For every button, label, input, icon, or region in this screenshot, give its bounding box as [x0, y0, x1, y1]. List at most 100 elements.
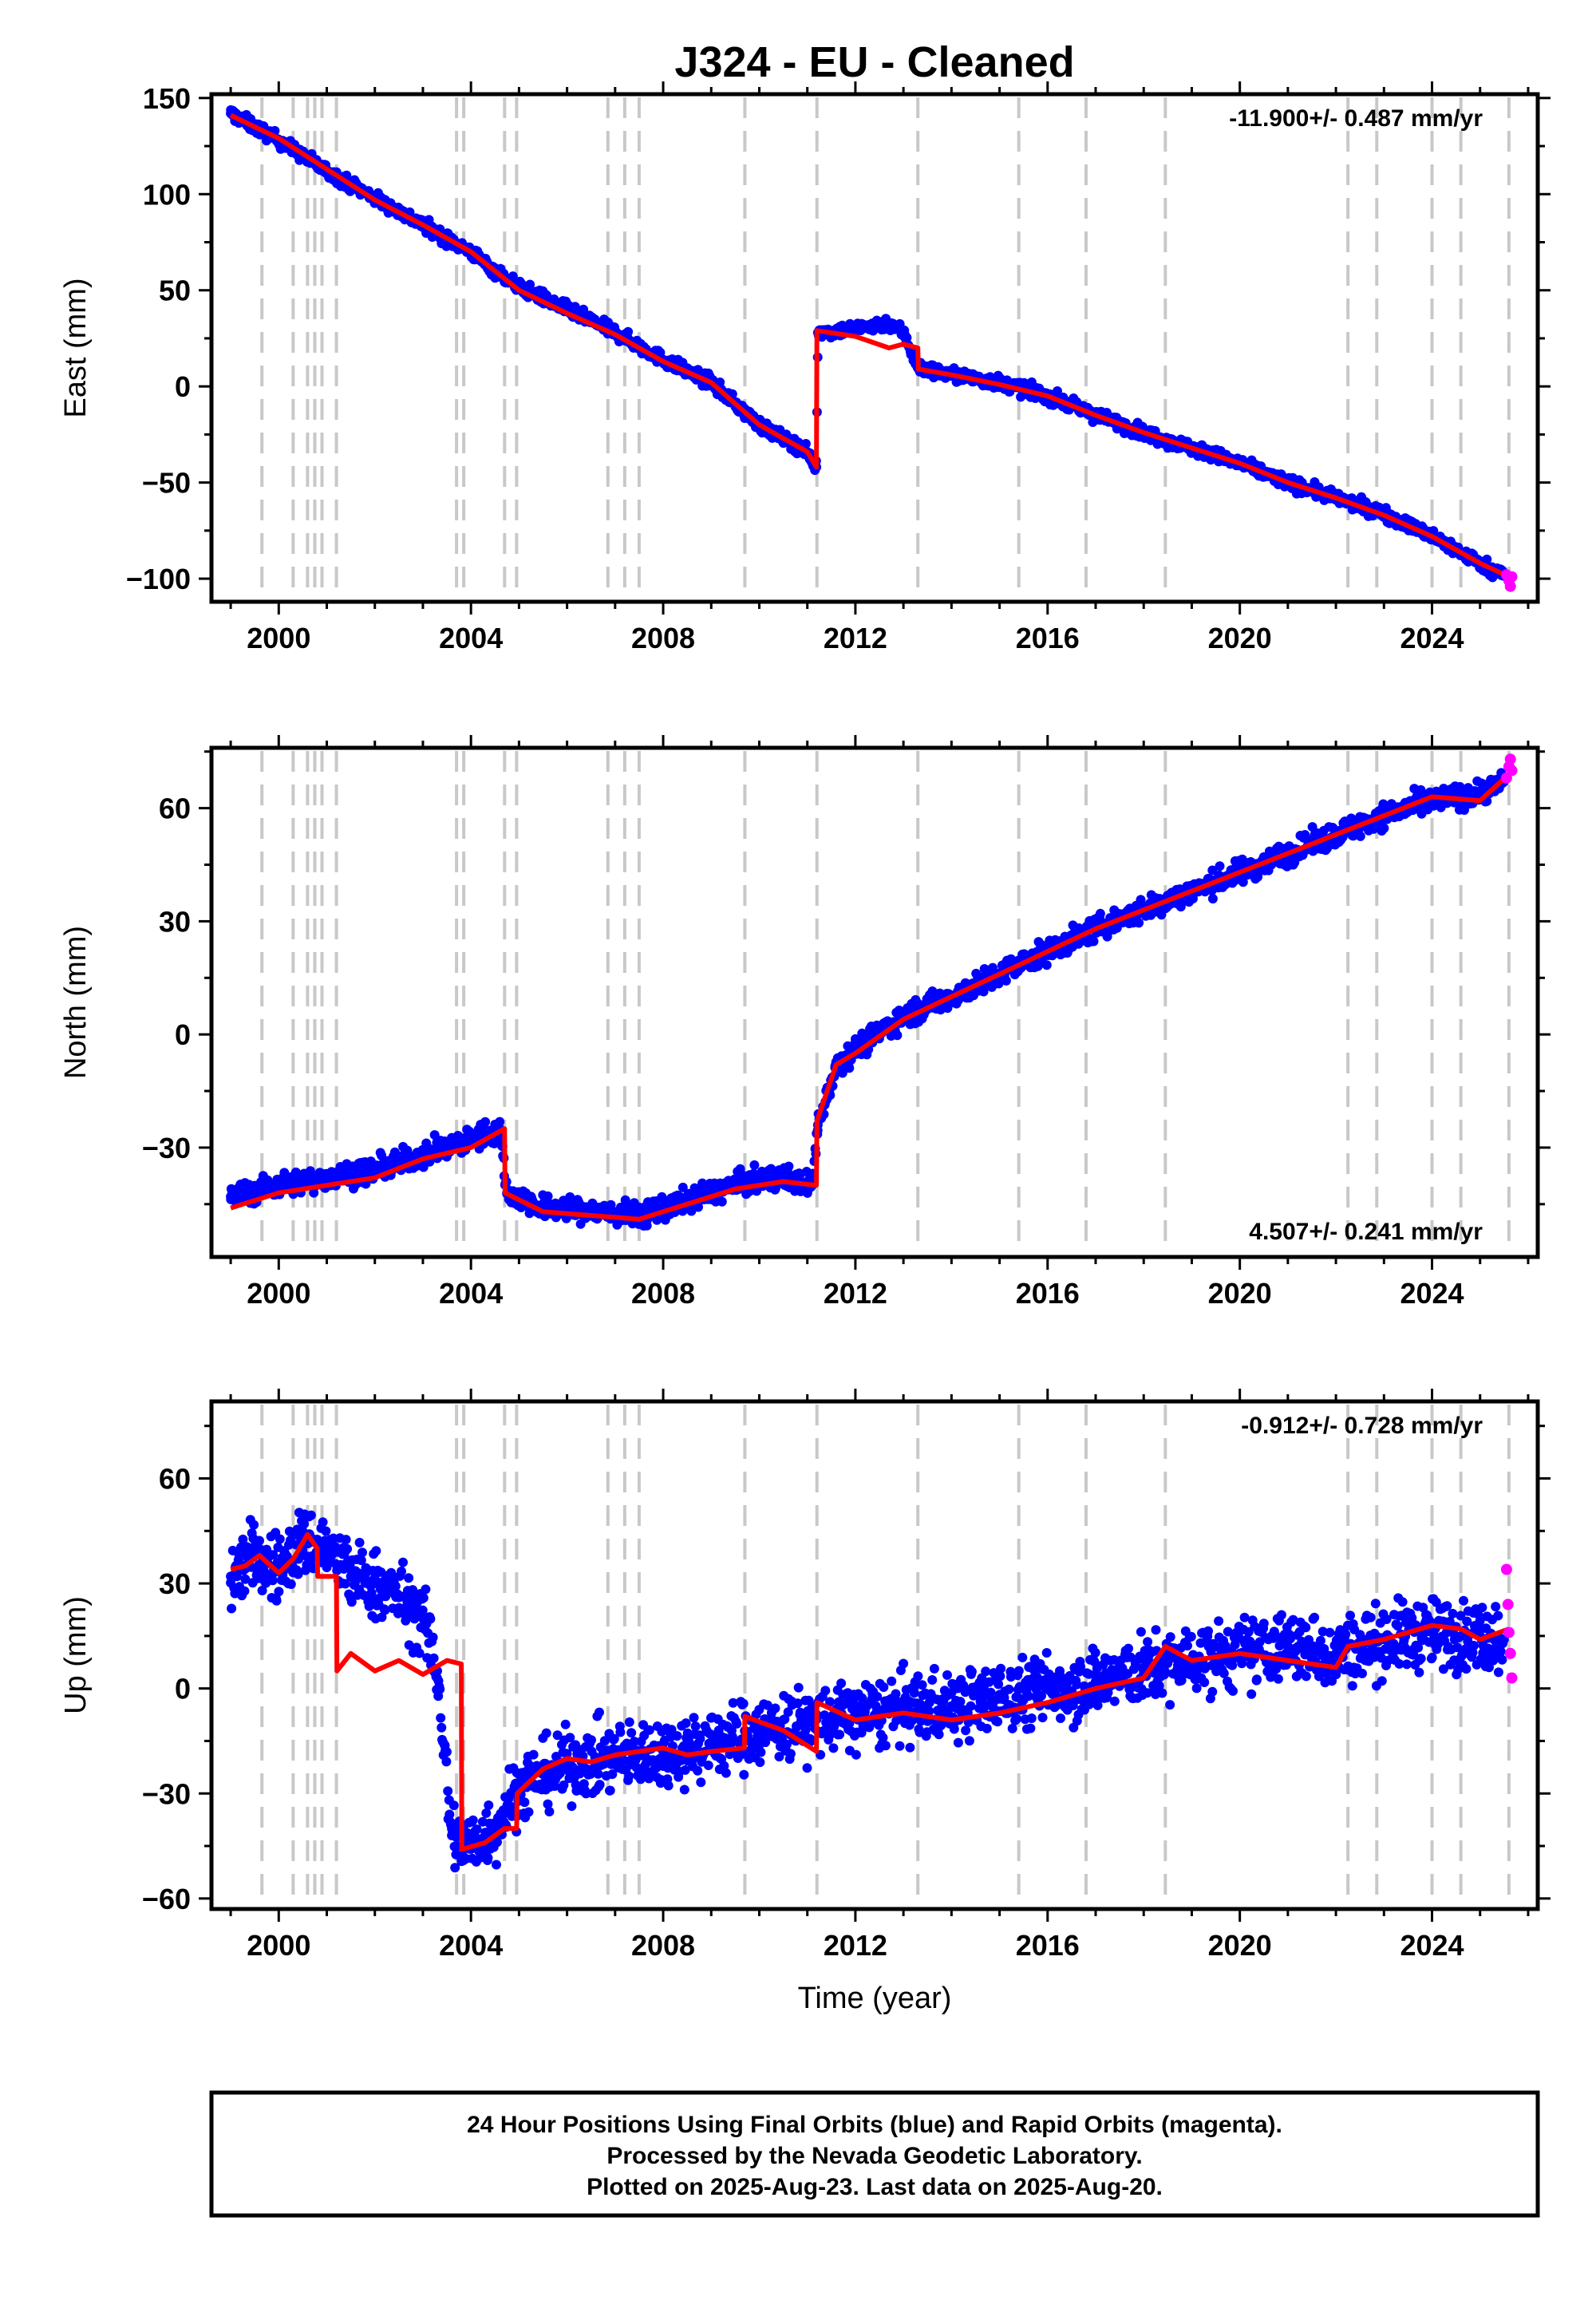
final-point [595, 1780, 605, 1789]
final-point-2 [322, 1173, 332, 1183]
final-point [544, 1807, 554, 1816]
final-point-16 [851, 324, 860, 334]
x-tick-label: 2000 [247, 1277, 310, 1310]
final-point [739, 1699, 749, 1709]
y-tick-label: 50 [159, 275, 191, 307]
final-point [429, 1654, 439, 1663]
final-point [1096, 909, 1105, 919]
final-point [404, 1573, 413, 1583]
chart-title: J324 - EU - Cleaned [674, 38, 1074, 86]
final-point [625, 1717, 634, 1727]
y-tick-label: −50 [142, 467, 191, 500]
final-point [286, 1579, 296, 1589]
final-point [441, 1757, 451, 1766]
velocity-label: -11.900+/- 0.487 mm/yr [1229, 105, 1483, 132]
final-point [606, 1786, 615, 1796]
final-point [784, 1162, 793, 1172]
final-point [1208, 894, 1218, 903]
final-point [717, 1197, 727, 1207]
x-tick-label: 2020 [1208, 622, 1272, 654]
x-tick-label: 2016 [1016, 1277, 1080, 1310]
final-point [680, 1785, 689, 1795]
final-point [318, 1517, 328, 1527]
final-orbit-points [226, 1508, 1509, 1872]
final-point [755, 1757, 764, 1767]
final-point [321, 1527, 330, 1536]
final-point [442, 1747, 452, 1757]
final-point-3 [370, 1165, 380, 1175]
final-point [468, 1816, 478, 1825]
final-point [421, 1584, 430, 1594]
final-point [480, 1117, 490, 1127]
final-point [979, 987, 989, 997]
final-point [749, 1160, 759, 1170]
y-tick-label: 60 [159, 792, 191, 825]
y-tick-label: 150 [143, 82, 191, 115]
final-point [1379, 824, 1389, 833]
final-point [398, 1558, 408, 1567]
final-point [342, 1544, 352, 1554]
final-point [472, 1824, 482, 1834]
x-tick-label: 2016 [1016, 622, 1080, 654]
final-point [786, 1749, 796, 1759]
final-point [851, 1750, 861, 1760]
final-point [689, 1713, 699, 1722]
y-tick-label: 0 [175, 370, 191, 403]
final-point [519, 1797, 529, 1807]
x-tick-label: 2008 [631, 622, 695, 654]
final-point [681, 1718, 691, 1728]
final-point [771, 1704, 780, 1713]
final-point [391, 1582, 401, 1591]
rapid-point-2 [1505, 753, 1516, 765]
x-tick-label: 2012 [824, 1277, 887, 1310]
final-point [623, 327, 633, 337]
final-point [484, 1853, 493, 1863]
final-point [664, 1781, 674, 1790]
final-point [355, 1538, 365, 1547]
final-point [567, 1801, 576, 1811]
final-point [693, 1766, 702, 1776]
final-point [820, 1686, 830, 1695]
final-point [673, 1731, 682, 1741]
final-point [443, 1786, 452, 1796]
final-point [449, 1800, 459, 1810]
final-point [595, 1708, 604, 1717]
x-tick-label: 2008 [631, 1277, 695, 1310]
final-point [739, 1770, 749, 1780]
final-point [879, 1682, 888, 1692]
final-point [358, 1547, 367, 1557]
final-point [844, 1063, 854, 1073]
rapid-point-3 [1507, 571, 1518, 583]
final-point [1089, 937, 1099, 947]
final-point [794, 1683, 804, 1693]
final-point [275, 1535, 285, 1544]
final-point [484, 1800, 493, 1810]
velocity-label: 4.507+/- 0.241 mm/yr [1249, 1219, 1483, 1245]
final-point [274, 1587, 283, 1596]
final-point [239, 1587, 249, 1596]
final-point [1356, 832, 1365, 841]
x-tick-label: 2012 [824, 622, 887, 654]
final-point [249, 1520, 259, 1530]
final-point [342, 1535, 351, 1544]
final-point [704, 1761, 713, 1770]
final-point-18 [899, 328, 908, 338]
model-line [231, 116, 1509, 577]
final-point-1 [274, 1180, 283, 1190]
final-point [272, 1596, 282, 1606]
y-tick-label: 30 [159, 905, 191, 938]
final-point [691, 1721, 701, 1731]
final-point [397, 1567, 406, 1576]
y-tick-label: −30 [142, 1132, 191, 1164]
x-tick-label: 2000 [247, 622, 310, 654]
final-point [624, 1772, 634, 1781]
final-point [696, 1777, 705, 1787]
final-point [371, 1546, 381, 1555]
y-tick-label: −100 [126, 563, 191, 595]
y-tick-label: 100 [143, 178, 191, 211]
final-point [524, 1808, 534, 1817]
final-point [1134, 918, 1144, 927]
final-point [435, 1685, 444, 1694]
